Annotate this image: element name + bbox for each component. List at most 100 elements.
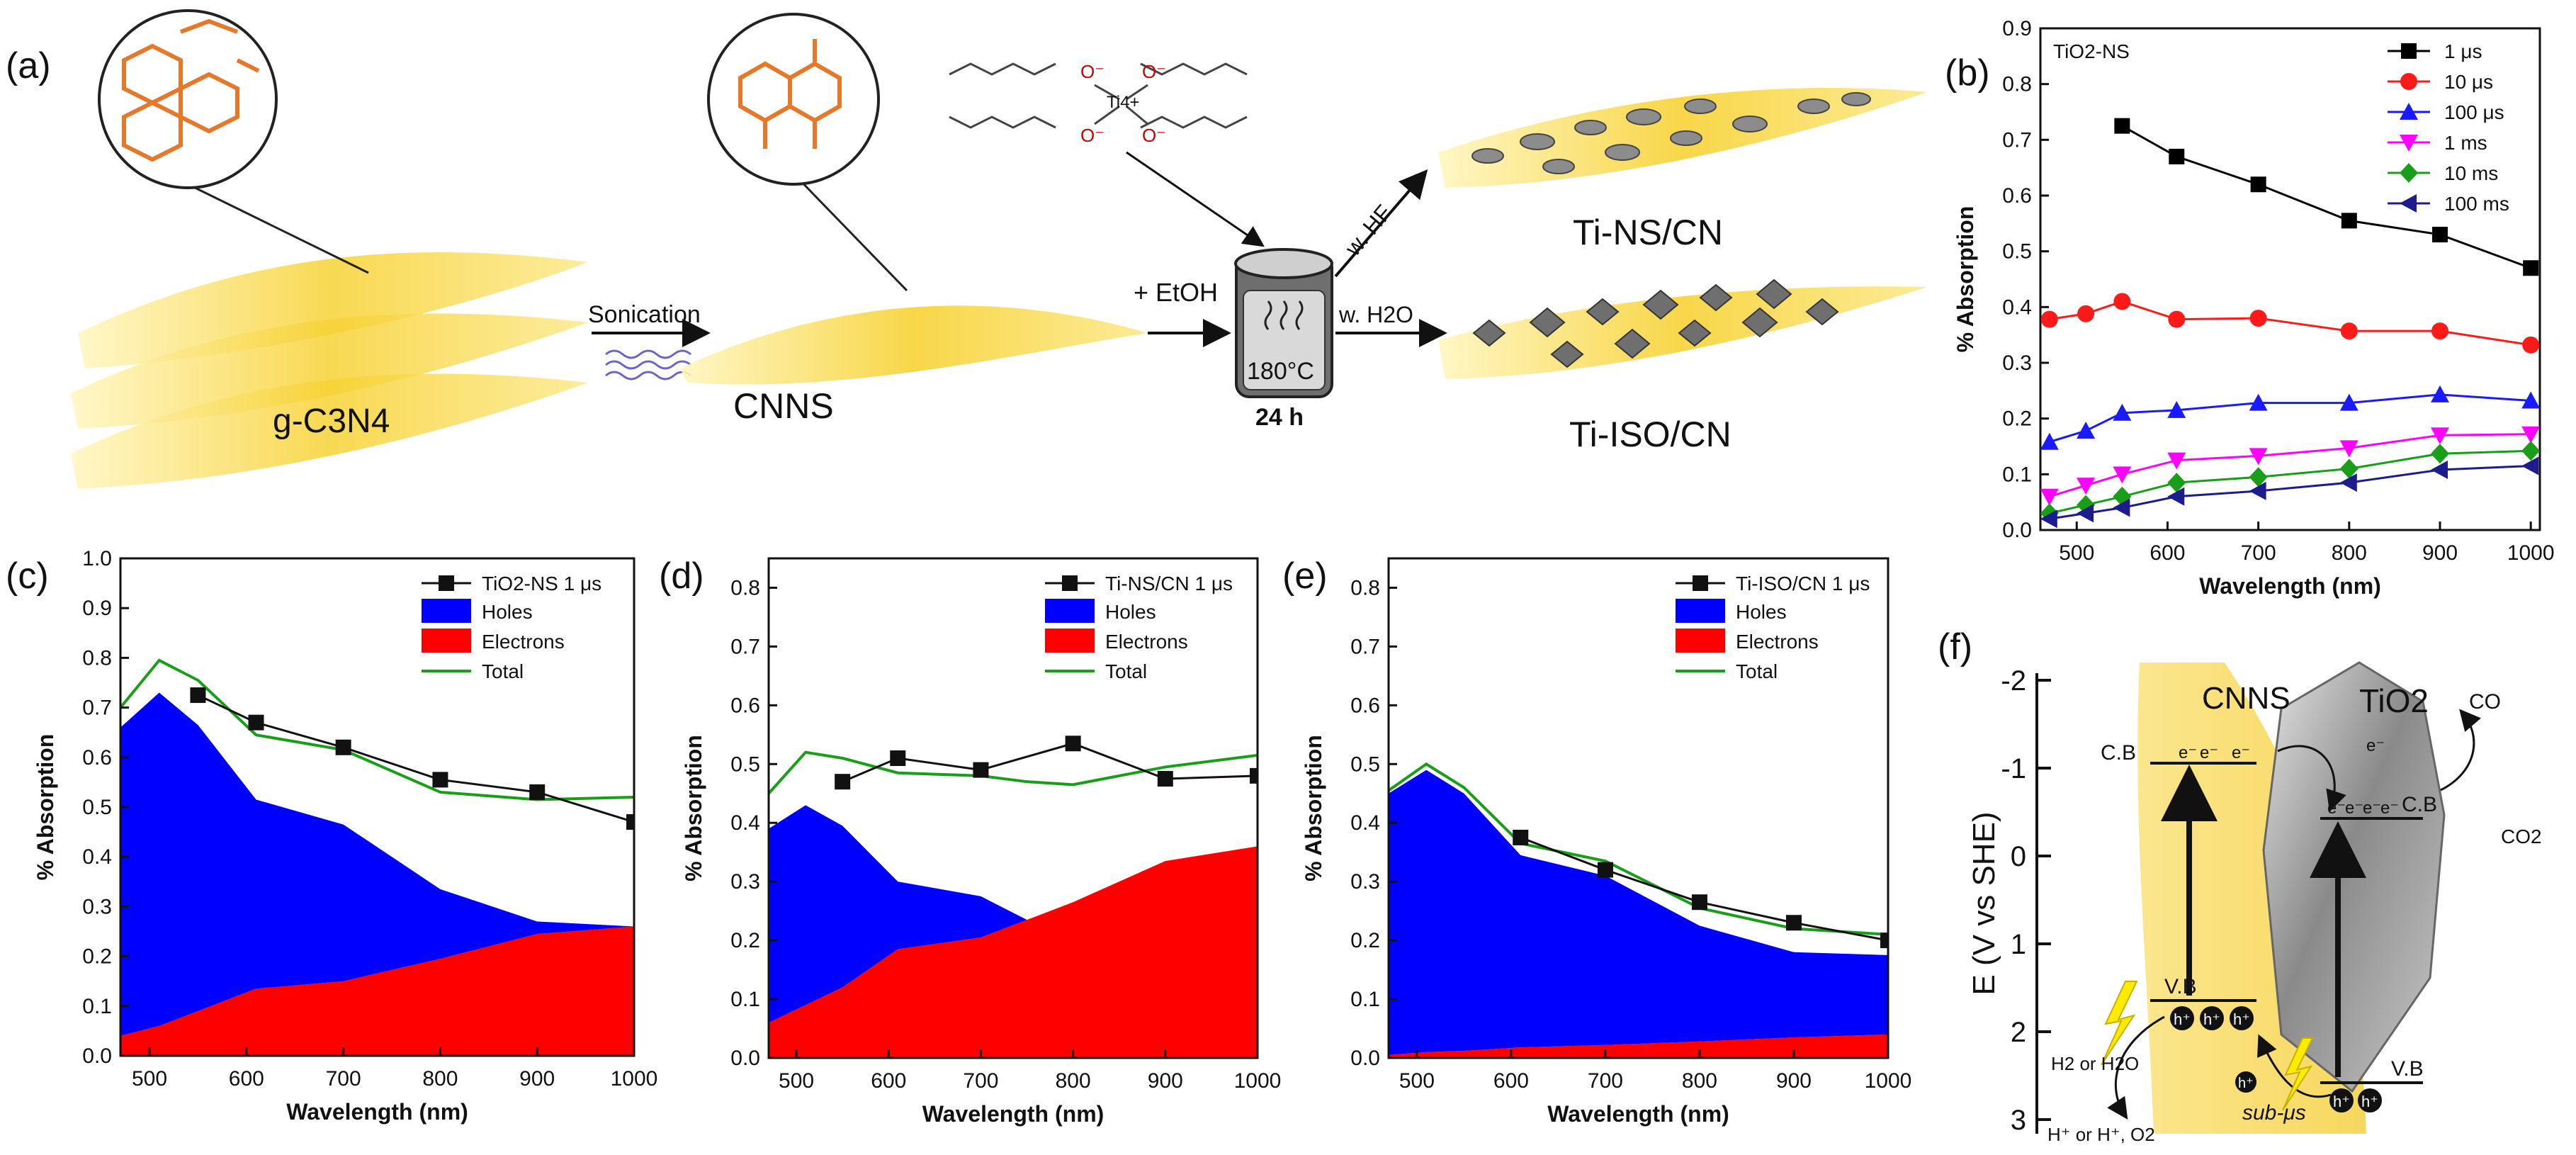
y-tick-label: 0.6: [730, 694, 760, 717]
temperature-label: 180°C: [1247, 358, 1314, 385]
y-tick-label: 0.5: [1350, 753, 1380, 776]
hole-label: h⁺: [2238, 1076, 2254, 1091]
legend-marker: [2400, 135, 2418, 152]
co-label: CO: [2469, 690, 2501, 714]
data-point: [2339, 393, 2358, 411]
tio2-cb-label: C.B: [2402, 793, 2437, 816]
y-tick-label: 0.3: [730, 870, 760, 894]
series-line: [2049, 393, 2531, 444]
data-point: [2431, 322, 2448, 340]
x-tick-label: 600: [2150, 541, 2185, 565]
cnns-holes: [2170, 1006, 2254, 1030]
measured-point: [973, 762, 989, 778]
x-tick-label: 500: [2059, 541, 2094, 565]
tio2-vb-label: V.B: [2391, 1057, 2424, 1081]
series-100-ms: [2040, 456, 2539, 529]
x-axis-label: Wavelength (nm): [2199, 573, 2381, 599]
y-axis-label: % Absorption: [1301, 735, 1326, 881]
x-tick-label: 500: [132, 1067, 167, 1091]
reaction-time-label: 24 h: [1255, 404, 1304, 431]
measured-point: [529, 784, 546, 800]
x-tick-label: 700: [326, 1067, 361, 1091]
legend-swatch-holes: [422, 599, 471, 623]
y-axis-label: % Absorption: [33, 734, 58, 881]
y-tick-label: 0.8: [82, 646, 112, 670]
electron-label: e⁻: [2200, 743, 2218, 762]
series-line: [2121, 125, 2531, 269]
measured-point: [1157, 771, 1173, 787]
electron-transfer-arrow: [2277, 745, 2346, 812]
y-tick-label: 0.0: [2002, 519, 2032, 542]
area-layer: [769, 736, 1258, 1058]
hf-route-label: w. HF: [1340, 200, 1397, 261]
legend-label: 1 ms: [2444, 132, 2487, 154]
measured-point: [1513, 829, 1529, 845]
tio2-holes: [2235, 1071, 2382, 1112]
legend-label: 100 ms: [2444, 193, 2509, 215]
data-point: [2249, 393, 2268, 411]
y-tick-label: 0.1: [82, 995, 112, 1018]
autoclave-icon: [1234, 248, 1333, 398]
x-tick-label: 1000: [1865, 1069, 1912, 1093]
energy-tick-label: 1: [2011, 929, 2026, 960]
series-10-μs: [2040, 293, 2540, 354]
etoh-label: + EtOH: [1134, 278, 1218, 307]
measured-point: [1597, 862, 1613, 878]
y-tick-label: 0.4: [730, 811, 760, 835]
x-tick-label: 800: [2332, 541, 2367, 565]
chart-panel-d: 500 600 700 800 900 1000 0.0 0.1 0.2 0.3 0.4 0.5 0.6…: [681, 557, 1282, 1127]
panel-label-f: (f): [1938, 626, 1972, 667]
electron-label: e⁻: [2366, 736, 2385, 755]
data-point: [2169, 148, 2185, 164]
y-tick-label: 0.0: [82, 1044, 112, 1068]
data-point: [2339, 440, 2358, 458]
y-tick-label: 0.8: [1350, 576, 1380, 599]
measured-point: [1250, 767, 1258, 784]
panel-label-b: (b): [1945, 52, 1990, 94]
legend-label: 1 μs: [2444, 40, 2482, 62]
data-point: [2522, 336, 2540, 354]
data-point: [2339, 473, 2357, 492]
panel-label-d: (d): [659, 556, 704, 597]
x-tick-label: 900: [1148, 1069, 1183, 1093]
data-point: [2431, 444, 2449, 464]
data-point: [2113, 466, 2132, 484]
data-point: [2077, 421, 2096, 439]
x-axis-label: Wavelength (nm): [922, 1101, 1105, 1127]
panel-a: (a) g-C3N4 Sonication: [6, 9, 1927, 489]
hole-label: h⁺: [2361, 1093, 2378, 1110]
legend-label: Holes: [482, 601, 533, 623]
legend-label: Total: [482, 660, 524, 682]
y-tick-label: 0.4: [2002, 295, 2032, 319]
y-tick-label: 0.5: [730, 753, 760, 776]
legend-swatch-holes: [1676, 599, 1725, 623]
measured-point: [1785, 915, 1802, 931]
data-point: [2521, 456, 2539, 475]
y-tick-label: 0.9: [2002, 17, 2032, 40]
hole-label: h⁺: [2174, 1010, 2191, 1028]
x-axis-label: Wavelength (nm): [286, 1099, 468, 1125]
y-tick-label: 1.0: [82, 547, 112, 570]
g-c3n4-label: g-C3N4: [273, 402, 390, 440]
oxidation-arrow: [2107, 1015, 2165, 1120]
data-point: [2339, 458, 2358, 479]
energy-axis-ticks: -2 -1 0 1 2 3: [2001, 665, 2051, 1136]
measured-point: [190, 687, 206, 704]
chart-panel-e: 500 600 700 800 900 1000 0.0 0.1 0.2 0.3 0.4 0.5 0.6…: [1301, 557, 1912, 1127]
legend-marker: [439, 575, 454, 591]
co2-label: CO2: [2501, 826, 2542, 847]
chart-panel-b: 500 600 700 800 900 1000 0.0 0.1 0.2 0.3 0.4 0.5 0.6…: [1953, 17, 2555, 599]
cnns-label: CNNS: [733, 386, 834, 426]
data-point: [2431, 385, 2449, 402]
holes-area: [769, 805, 1258, 1023]
data-point: [2113, 293, 2131, 310]
energy-tick-label: 3: [2011, 1105, 2026, 1136]
light-bolt-icon: [2282, 1037, 2314, 1111]
h2o-route-label: w. H2O: [1338, 302, 1413, 327]
x-tick-label: 800: [1056, 1069, 1091, 1093]
y-tick-label: 0.5: [2002, 240, 2032, 264]
electrons-area: [1389, 1034, 1888, 1058]
panel-label-c: (c): [6, 556, 49, 597]
ti-ion-label: Ti4+: [1107, 93, 1139, 112]
x-tick-label: 1000: [1234, 1069, 1282, 1093]
